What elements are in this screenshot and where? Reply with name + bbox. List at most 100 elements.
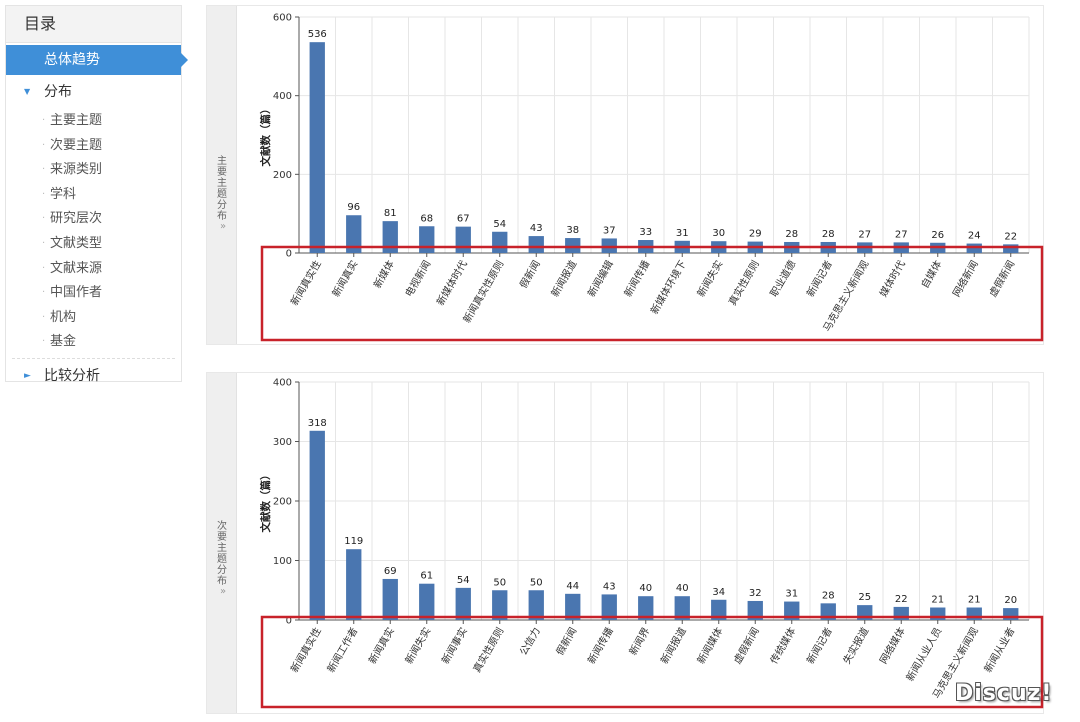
x-tick-label: 新闻记者 xyxy=(804,258,835,299)
y-axis-label: 文献数（篇） xyxy=(259,470,272,534)
bar-value-label: 32 xyxy=(749,588,762,599)
sidebar-divider xyxy=(12,357,175,359)
bullet-icon: · xyxy=(42,262,46,274)
sidebar-group-compare[interactable]: ► 比较分析 xyxy=(6,359,181,393)
bar-value-label: 28 xyxy=(822,590,835,601)
sidebar-item-label: 次要主题 xyxy=(50,137,103,153)
x-tick-label: 新闻真实 xyxy=(366,625,397,666)
x-tick-label: 新闻编辑 xyxy=(585,258,616,299)
bar-value-label: 50 xyxy=(493,577,506,588)
x-tick-label: 失实报道 xyxy=(840,625,871,666)
sidebar-item-secondary-topic[interactable]: · 次要主题 xyxy=(6,134,181,159)
bar xyxy=(784,601,800,620)
sidebar-item-label: 主要主题 xyxy=(50,113,103,128)
x-tick-label: 新闻事实 xyxy=(439,625,470,666)
bar xyxy=(492,590,508,620)
secondary-topic-tab[interactable]: 次要主题分布 » xyxy=(207,373,237,713)
x-tick-label: 新闻从业者 xyxy=(981,625,1017,675)
bar-value-label: 21 xyxy=(968,595,981,606)
bar xyxy=(382,578,398,620)
bar xyxy=(565,238,581,253)
bar-value-label: 25 xyxy=(858,592,871,603)
x-tick-label: 新媒体环境下 xyxy=(648,258,689,316)
sidebar-item-overall-trend[interactable]: 总体趋势 xyxy=(6,45,188,75)
main-topic-tab[interactable]: 主要主题分布 » xyxy=(207,6,237,344)
sidebar-item-discipline[interactable]: · 学科 xyxy=(6,183,181,208)
bar xyxy=(455,226,471,253)
sidebar-item-literature-source[interactable]: · 文献来源 xyxy=(6,257,181,282)
bar xyxy=(638,596,654,620)
bar-value-label: 536 xyxy=(308,29,327,40)
sidebar-item-source-category[interactable]: · 来源类别 xyxy=(6,158,181,183)
bar-value-label: 43 xyxy=(603,581,616,592)
bar xyxy=(455,587,471,620)
bullet-icon: · xyxy=(42,237,46,249)
caret-down-icon: ▼ xyxy=(24,87,31,96)
sidebar-item-institution[interactable]: · 机构 xyxy=(6,306,181,331)
x-tick-label: 传统媒体 xyxy=(767,625,798,666)
bullet-icon: · xyxy=(42,336,46,348)
x-tick-label: 真实性原则 xyxy=(726,258,762,308)
bar-value-label: 40 xyxy=(639,583,652,594)
bar-value-label: 318 xyxy=(308,418,327,429)
sidebar-group-distribution[interactable]: ▼ 分布 xyxy=(6,75,181,109)
sidebar-item-label: 学科 xyxy=(50,186,77,202)
bar-value-label: 31 xyxy=(676,228,689,239)
bar-value-label: 22 xyxy=(1004,231,1017,242)
y-tick-label: 400 xyxy=(273,91,292,102)
x-tick-label: 新闻报道 xyxy=(658,625,689,666)
bar-value-label: 81 xyxy=(384,208,397,219)
x-tick-label: 电视新闻 xyxy=(402,258,433,299)
x-tick-label: 职业道德 xyxy=(767,258,798,299)
sidebar-item-research-level[interactable]: · 研究层次 xyxy=(6,207,181,232)
y-tick-label: 400 xyxy=(273,378,292,389)
x-tick-label: 假新闻 xyxy=(517,258,543,290)
bar xyxy=(528,236,544,253)
bar-value-label: 40 xyxy=(676,583,689,594)
bar-value-label: 27 xyxy=(858,229,871,240)
bar-value-label: 68 xyxy=(420,213,433,224)
bar-value-label: 28 xyxy=(785,229,798,240)
sidebar-item-label: 机构 xyxy=(50,309,77,325)
bar xyxy=(966,243,982,253)
bar-value-label: 28 xyxy=(822,229,835,240)
bullet-icon: · xyxy=(42,139,46,151)
bar xyxy=(674,596,690,620)
x-tick-label: 新闻从业人员 xyxy=(903,625,944,683)
x-tick-label: 新媒体 xyxy=(371,258,397,290)
tab-label: 次要主题分布 xyxy=(217,521,227,587)
y-tick-label: 600 xyxy=(273,13,292,24)
x-tick-label: 真实性原则 xyxy=(470,625,506,675)
bar xyxy=(747,600,763,620)
secondary-topic-chart-panel: 次要主题分布 » 0 100 200 300 400 文献数（篇） 318 新闻真实性 119 新… xyxy=(206,372,1044,714)
bar-value-label: 37 xyxy=(603,225,616,236)
bullet-icon: · xyxy=(42,311,46,323)
y-tick-label: 0 xyxy=(286,616,292,627)
x-tick-label: 新闻真实 xyxy=(329,258,360,299)
bar-value-label: 26 xyxy=(931,230,944,241)
x-tick-label: 虚假新闻 xyxy=(986,258,1017,299)
bar-value-label: 21 xyxy=(931,595,944,606)
sidebar-item-fund[interactable]: · 基金 xyxy=(6,330,181,355)
sidebar-item-label: 中国作者 xyxy=(50,285,103,301)
sidebar-item-main-topic[interactable]: · 主要主题 xyxy=(6,109,181,134)
sidebar-item-literature-type[interactable]: · 文献类型 xyxy=(6,232,181,257)
sidebar-title: 目录 xyxy=(6,6,181,43)
highlight-box xyxy=(260,245,1044,342)
x-tick-label: 新闻媒体 xyxy=(694,625,725,666)
y-tick-label: 200 xyxy=(273,170,292,181)
bar xyxy=(309,42,325,253)
sidebar-item-label: 基金 xyxy=(50,334,77,350)
bullet-icon: · xyxy=(42,188,46,200)
sidebar-group-label: 分布 xyxy=(44,84,72,100)
bar xyxy=(382,221,398,253)
sidebar-item-chinese-author[interactable]: · 中国作者 xyxy=(6,281,181,306)
bar-value-label: 29 xyxy=(749,229,762,240)
secondary-topic-bar-chart: 0 100 200 300 400 文献数（篇） 318 新闻真实性 119 新闻工作者 69 新闻真… xyxy=(259,378,1044,709)
x-tick-label: 新闻记者 xyxy=(804,625,835,666)
x-tick-label: 新闻真实性 xyxy=(288,258,324,308)
x-tick-label: 假新闻 xyxy=(553,625,579,657)
highlight-box xyxy=(260,615,1044,709)
x-tick-label: 虚假新闻 xyxy=(731,625,762,666)
double-chevron-right-icon: » xyxy=(219,586,227,597)
